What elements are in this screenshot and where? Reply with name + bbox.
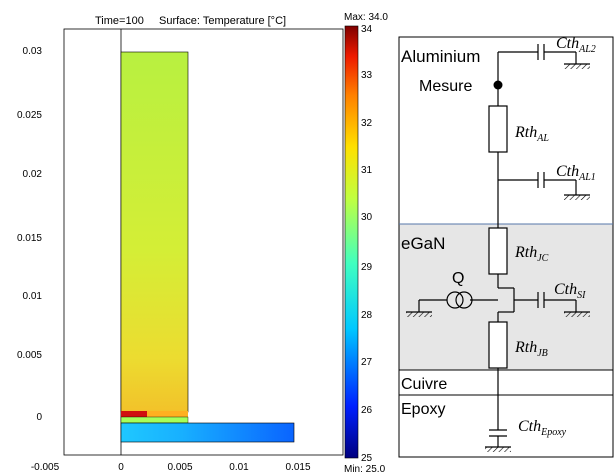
x-tick-label: -0.005 bbox=[31, 462, 60, 473]
colorbar-tick-label: 26 bbox=[361, 405, 373, 416]
q-label: Q bbox=[452, 270, 464, 287]
y-tick-label: 0.015 bbox=[17, 233, 42, 244]
circuit-diagram: Aluminium eGaN Cuivre Epoxy CthAL2 bbox=[398, 35, 614, 458]
colorbar-tick-label: 32 bbox=[361, 118, 373, 129]
colorbar-ticks: 34 33 32 31 30 29 28 27 26 25 bbox=[361, 24, 373, 464]
colorbar-tick-label: 29 bbox=[361, 262, 373, 273]
ground-hatch bbox=[564, 195, 590, 200]
colorbar-tick-label: 33 bbox=[361, 70, 373, 81]
ground-hatch bbox=[485, 447, 511, 452]
rth-al-label: RthAL bbox=[514, 124, 549, 144]
rth-jb-label: RthJB bbox=[514, 339, 548, 359]
colorbar-tick-label: 28 bbox=[361, 310, 373, 321]
colorbar-tick-label: 25 bbox=[361, 453, 373, 464]
ground-hatch bbox=[564, 64, 590, 69]
resistor-rth-al bbox=[488, 105, 508, 153]
rth-jc-label: RthJC bbox=[514, 244, 549, 264]
y-tick-label: 0 bbox=[36, 412, 42, 423]
aluminium-block bbox=[120, 51, 189, 413]
cth-epoxy-label: CthEpoxy bbox=[518, 418, 567, 438]
egan-hotspot bbox=[121, 411, 147, 417]
resistor-rth-jb bbox=[488, 321, 508, 369]
epoxy-plate bbox=[120, 422, 295, 443]
resistor-rth-jc bbox=[488, 227, 508, 275]
colorbar-tick-label: 31 bbox=[361, 165, 373, 176]
x-tick-label: 0.015 bbox=[285, 462, 310, 473]
x-axis: -0.005 0 0.005 0.01 0.015 bbox=[31, 462, 311, 473]
section-label-epoxy: Epoxy bbox=[401, 401, 445, 418]
colorbar-max-label: Max: 34.0 bbox=[344, 12, 388, 23]
section-label-egan: eGaN bbox=[401, 234, 445, 253]
ground-hatch bbox=[564, 312, 590, 317]
cuivre-layer bbox=[120, 416, 189, 424]
y-axis: 0.03 0.025 0.02 0.015 0.01 0.005 0 bbox=[17, 46, 42, 423]
y-tick-label: 0.025 bbox=[17, 110, 42, 121]
y-tick-label: 0.005 bbox=[17, 350, 42, 361]
y-tick-label: 0.01 bbox=[23, 291, 43, 302]
cth-al1-label: CthAL1 bbox=[556, 163, 596, 183]
y-tick-label: 0.03 bbox=[23, 46, 43, 57]
colorbar-tick-label: 34 bbox=[361, 24, 373, 35]
colorbar-tick-label: 30 bbox=[361, 212, 373, 223]
colorbar-min-label: Min: 25.0 bbox=[344, 464, 386, 475]
egan-strip bbox=[147, 411, 188, 417]
x-tick-label: 0.01 bbox=[229, 462, 249, 473]
surface-label: Surface: Temperature [°C] bbox=[159, 15, 286, 27]
x-tick-label: 0 bbox=[118, 462, 124, 473]
mesure-label: Mesure bbox=[419, 78, 472, 95]
x-tick-label: 0.005 bbox=[167, 462, 192, 473]
cth-al2-label: CthAL2 bbox=[556, 35, 596, 55]
cth-si-label: CthSI bbox=[554, 281, 586, 301]
colorbar bbox=[344, 25, 359, 459]
colorbar-tick-label: 27 bbox=[361, 357, 373, 368]
epoxy-section bbox=[398, 394, 614, 458]
time-label: Time=100 bbox=[95, 15, 144, 27]
section-label-aluminium: Aluminium bbox=[401, 47, 480, 66]
y-tick-label: 0.02 bbox=[23, 169, 43, 180]
ground-hatch bbox=[406, 312, 432, 317]
mesure-node bbox=[493, 80, 503, 90]
section-label-cuivre: Cuivre bbox=[401, 376, 447, 393]
plot-frame bbox=[63, 28, 344, 456]
